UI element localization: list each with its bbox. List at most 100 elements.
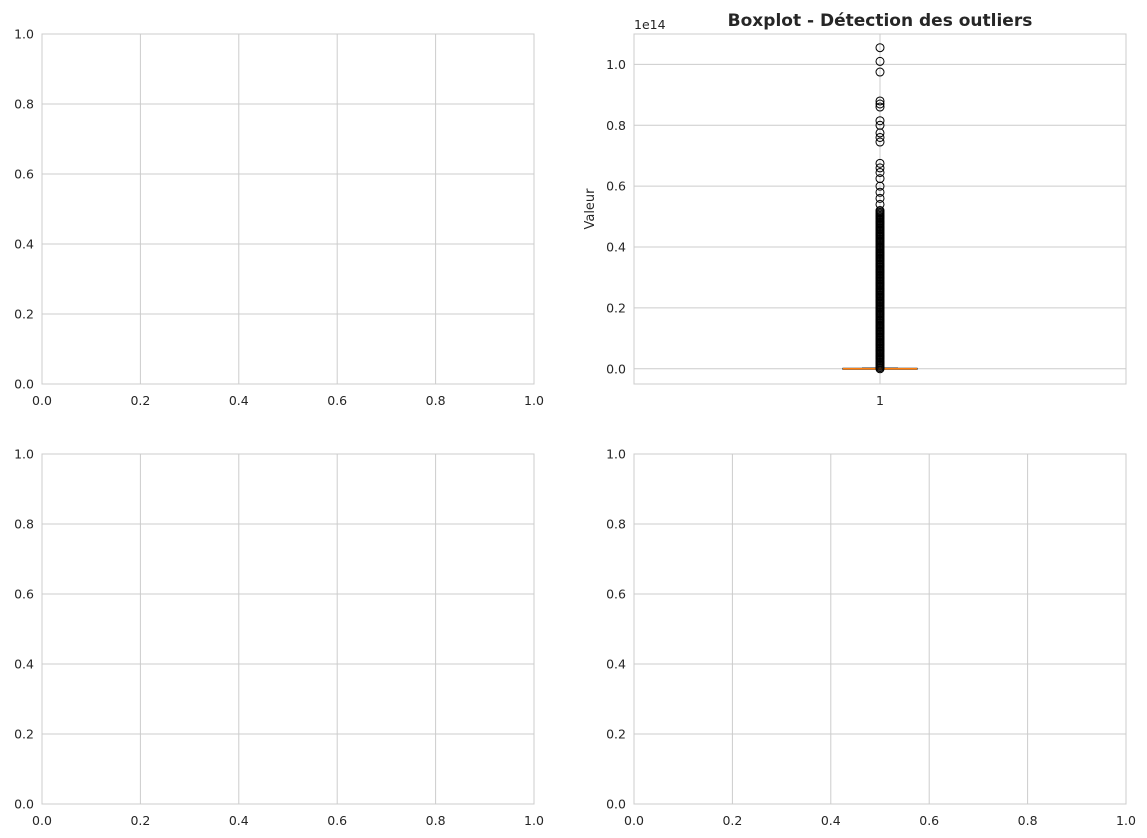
y-tick-label: 0.4 [606, 240, 626, 255]
y-tick-label: 0.6 [606, 179, 626, 194]
x-tick-label: 0.6 [327, 393, 347, 408]
outlier-point [875, 137, 885, 147]
x-tick-label: 1 [876, 393, 884, 408]
plot-area [634, 454, 1126, 804]
y-tick-label: 0.4 [14, 237, 34, 252]
axis-offset-text: 1e14 [634, 17, 666, 32]
outlier-point [875, 339, 885, 349]
outlier-point [875, 236, 885, 246]
axes-top-right: 1 0.0 0.2 0.4 0.6 0.8 1.0 Boxplot - Détection d… [583, 11, 1127, 408]
y-tick-label: 0.0 [14, 797, 34, 812]
y-tick-label: 0.2 [606, 300, 626, 315]
x-tick-label: 0.8 [426, 393, 446, 408]
x-tick-label: 0.6 [327, 813, 347, 828]
outlier-point [875, 266, 885, 276]
outlier-point [875, 279, 885, 289]
axes-frame [41, 33, 535, 385]
outlier-point [875, 333, 885, 343]
y-tick-label: 0.0 [606, 361, 626, 376]
outlier-point [875, 181, 885, 191]
outlier-point [875, 212, 885, 222]
outlier-point [875, 193, 885, 203]
outlier-point [875, 260, 885, 270]
outlier-point [875, 242, 885, 252]
chart-title: Boxplot - Détection des outliers [728, 11, 1033, 31]
y-tick-label: 1.0 [606, 447, 626, 462]
x-tick-label: 0.2 [130, 813, 150, 828]
y-tick-label: 0.8 [606, 118, 626, 133]
outlier-point [875, 358, 885, 368]
outlier-point [875, 99, 885, 109]
axes-frame [633, 33, 1127, 385]
axes-frame [41, 453, 535, 805]
outlier-point [875, 206, 885, 216]
outlier-point [875, 230, 885, 240]
outlier-point [875, 309, 885, 319]
outlier-point [875, 352, 885, 362]
outlier-point [875, 116, 885, 126]
outlier-point [875, 254, 885, 264]
outlier-point [875, 102, 885, 112]
axes-bottom-right: 0.0 0.2 0.4 0.6 0.8 1.0 0.0 0.2 0.4 0.6 0.8 1.0 [606, 447, 1136, 829]
outlier-point [875, 346, 885, 356]
y-tick-label: 0.2 [14, 307, 34, 322]
axes-bottom-left: 0.0 0.2 0.4 0.6 0.8 1.0 0.0 0.2 0.4 0.6 0.8 1.0 [14, 447, 544, 829]
y-tick-label: 1.0 [14, 447, 34, 462]
outlier-point [875, 128, 885, 138]
outlier-point [875, 187, 885, 197]
outlier-point [875, 272, 885, 282]
outlier-point [875, 158, 885, 168]
y-tick-label: 0.6 [14, 587, 34, 602]
x-tick-label: 0.6 [919, 813, 939, 828]
outlier-point [875, 96, 885, 106]
outlier-point [875, 291, 885, 301]
y-tick-label: 0.8 [14, 97, 34, 112]
outlier-point [875, 297, 885, 307]
y-tick-label: 0.0 [14, 377, 34, 392]
outlier-point [875, 43, 885, 53]
outlier-point [875, 315, 885, 325]
outlier-point [875, 218, 885, 228]
outlier-point [875, 199, 885, 209]
outlier-point [875, 167, 885, 177]
plot-area [42, 34, 534, 384]
outlier-point [875, 67, 885, 77]
y-tick-label: 0.8 [606, 517, 626, 532]
axes-frame [633, 453, 1127, 805]
y-tick-label: 0.2 [606, 727, 626, 742]
y-tick-label: 0.2 [14, 727, 34, 742]
outlier-point [875, 56, 885, 66]
x-tick-label: 0.0 [32, 393, 52, 408]
x-tick-label: 1.0 [524, 813, 544, 828]
plot-area [42, 454, 534, 804]
y-tick-label: 0.4 [606, 657, 626, 672]
outlier-point [875, 224, 885, 234]
y-tick-label: 1.0 [14, 27, 34, 42]
x-tick-label: 0.0 [32, 813, 52, 828]
outlier-point [875, 132, 885, 142]
x-tick-label: 0.0 [624, 813, 644, 828]
x-tick-label: 0.4 [229, 813, 249, 828]
x-tick-label: 0.4 [229, 393, 249, 408]
y-axis-label: Valeur [583, 188, 598, 230]
outlier-point [875, 163, 885, 173]
y-tick-label: 0.8 [14, 517, 34, 532]
outlier-point [875, 248, 885, 258]
outlier-point [875, 321, 885, 331]
y-tick-label: 0.4 [14, 657, 34, 672]
x-tick-label: 1.0 [524, 393, 544, 408]
x-tick-label: 0.2 [722, 813, 742, 828]
y-tick-label: 1.0 [606, 57, 626, 72]
y-tick-label: 0.6 [606, 587, 626, 602]
x-tick-label: 0.4 [821, 813, 841, 828]
x-tick-label: 1.0 [1116, 813, 1136, 828]
y-tick-label: 0.0 [606, 797, 626, 812]
outlier-point [875, 327, 885, 337]
x-tick-label: 0.2 [130, 393, 150, 408]
x-tick-label: 0.8 [1018, 813, 1038, 828]
outlier-point [875, 285, 885, 295]
y-tick-label: 0.6 [14, 167, 34, 182]
axes-top-left: 0.0 0.2 0.4 0.6 0.8 1.0 0.0 0.2 0.4 0.6 0.8 1.0 [14, 27, 544, 409]
x-tick-label: 0.8 [426, 813, 446, 828]
